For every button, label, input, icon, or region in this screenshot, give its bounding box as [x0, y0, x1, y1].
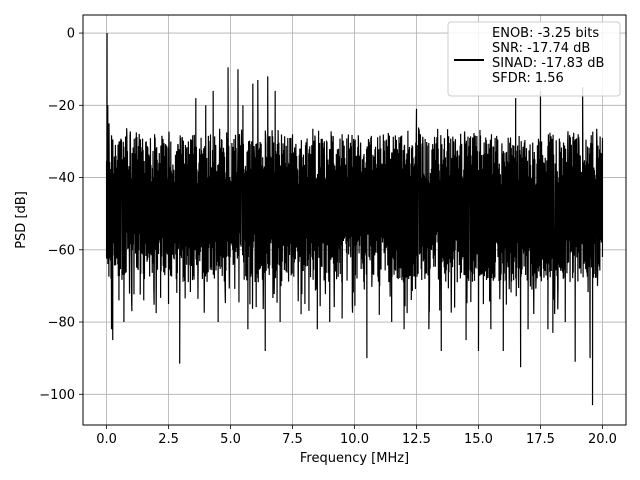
- legend-box: [447, 21, 621, 97]
- x-tick-label: 5.0: [220, 432, 241, 447]
- legend-entry: SNR: -17.74 dB: [492, 41, 590, 56]
- legend-entry: ENOB: -3.25 bits: [492, 26, 599, 41]
- y-axis-label: PSD [dB]: [14, 191, 29, 249]
- y-tick-label: −100: [39, 388, 75, 403]
- x-tick-label: 17.5: [526, 432, 555, 447]
- y-tick-label: −20: [48, 99, 75, 114]
- x-tick-label: 12.5: [402, 432, 431, 447]
- x-tick-label: 15.0: [464, 432, 493, 447]
- psd-trace: [105, 33, 604, 406]
- x-tick-label: 7.5: [282, 432, 303, 447]
- x-tick-label: 20.0: [588, 432, 617, 447]
- legend-entry: SFDR: 1.56: [492, 71, 564, 86]
- y-tick-label: −40: [48, 171, 75, 186]
- legend-entry: SINAD: -17.83 dB: [492, 56, 604, 71]
- y-tick-label: 0: [67, 27, 75, 42]
- x-axis-label: Frequency [MHz]: [300, 451, 409, 466]
- psd-line: [105, 33, 604, 406]
- y-tick-label: −80: [48, 316, 75, 331]
- x-tick-label: 10.0: [340, 432, 369, 447]
- x-tick-label: 0.0: [96, 432, 117, 447]
- y-tick-label: −60: [48, 243, 75, 258]
- x-tick-label: 2.5: [158, 432, 179, 447]
- ticks: 0.0 2.5 5.0 7.5 10.0 12.5 15.0 17.5 20.0 0 −20 −40 −…: [39, 27, 617, 447]
